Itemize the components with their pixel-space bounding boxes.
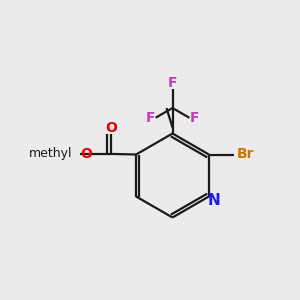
- Text: F: F: [190, 111, 200, 125]
- Text: methyl: methyl: [29, 147, 72, 161]
- Text: O: O: [80, 147, 92, 161]
- Text: F: F: [168, 76, 177, 90]
- Text: N: N: [207, 193, 220, 208]
- Text: Br: Br: [237, 148, 254, 161]
- Text: O: O: [105, 121, 117, 135]
- Text: F: F: [146, 111, 155, 125]
